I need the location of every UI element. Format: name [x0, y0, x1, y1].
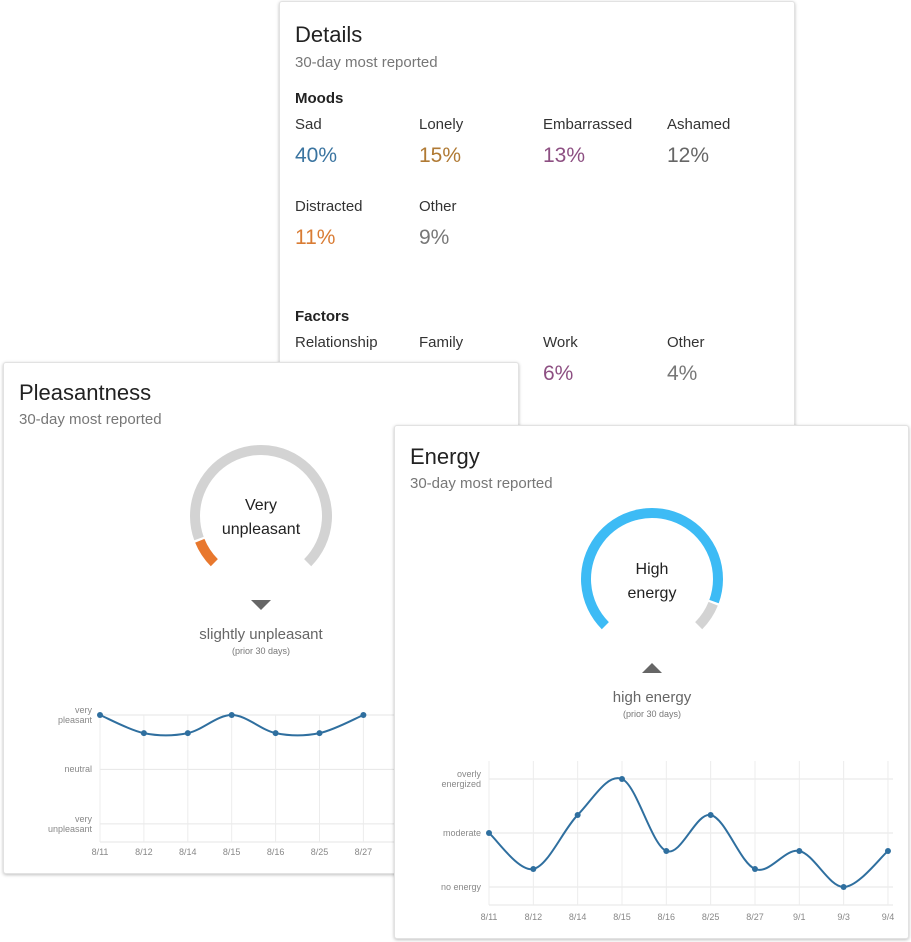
data-point [663, 848, 670, 854]
section-heading: Moods [295, 90, 344, 107]
data-point [751, 866, 758, 872]
x-tick-label: 8/12 [135, 847, 153, 857]
item-label: Ashamed [667, 116, 731, 133]
x-tick-label: 9/4 [881, 912, 895, 922]
gauge-arc [195, 538, 219, 567]
gauge-arc [581, 508, 723, 630]
data-point [228, 712, 235, 718]
card-subtitle: 30-day most reported [295, 54, 438, 71]
x-tick-label: 8/11 [480, 912, 498, 922]
item-value: 12% [667, 144, 710, 167]
item-value: 6% [543, 362, 574, 385]
item-label: Work [543, 334, 578, 351]
x-tick-label: 8/27 [354, 847, 373, 857]
data-point [140, 730, 147, 737]
prior-note: (prior 30 days) [622, 709, 682, 719]
data-point [796, 848, 803, 854]
card-subtitle: 30-day most reported [410, 475, 553, 492]
gauge-layer [97, 445, 518, 843]
gauge-label: Very [244, 497, 277, 514]
x-tick-label: 8/25 [701, 912, 720, 922]
line-series [488, 777, 889, 889]
x-tick-label: 8/15 [222, 847, 241, 857]
item-label: Embarrassed [543, 116, 633, 133]
energy-card: Energy 30-day most reported High energy … [394, 425, 909, 939]
y-tick-label: neutral [64, 764, 92, 775]
item-label: Relationship [295, 334, 378, 351]
item-value: 40% [295, 144, 338, 167]
gauge-label: High [635, 561, 669, 578]
item-label: Distracted [295, 198, 363, 215]
gauge-arc [190, 445, 332, 567]
data-point [840, 884, 847, 890]
x-tick-label: 8/11 [91, 847, 109, 857]
gauge-label: energy [627, 585, 677, 602]
x-tick-label: 9/1 [793, 912, 806, 922]
prior-label: slightly unpleasant [199, 626, 323, 643]
card-title: Pleasantness [19, 380, 152, 405]
item-value: 4% [667, 362, 698, 385]
item-label: Family [419, 334, 464, 351]
section-heading: Factors [295, 308, 350, 325]
prior-label: high energy [612, 689, 692, 706]
x-tick-label: 8/12 [524, 912, 543, 922]
y-tick-label: very unpleasant [47, 813, 92, 834]
item-value: 9% [419, 226, 450, 249]
data-point [486, 830, 492, 836]
data-point [530, 866, 537, 872]
item-value: 13% [543, 144, 586, 167]
x-tick-label: 8/16 [657, 912, 676, 922]
y-tick-label: moderate [442, 828, 481, 838]
gauge-layer [486, 508, 893, 906]
data-point [316, 730, 323, 737]
gauge-label: unpleasant [221, 521, 301, 538]
data-point [884, 848, 891, 854]
item-label: Other [419, 198, 457, 215]
x-tick-label: 8/15 [613, 912, 631, 922]
prior-note: (prior 30 days) [231, 646, 291, 656]
y-tick-label: no energy [440, 882, 481, 892]
item-value: 15% [419, 144, 462, 167]
item-label: Other [667, 334, 705, 351]
item-value: 11% [295, 226, 336, 249]
trend-down-icon [251, 600, 271, 610]
item-label: Lonely [419, 116, 464, 133]
y-tick-label: very pleasant [57, 705, 92, 725]
x-tick-label: 8/14 [568, 912, 587, 922]
x-tick-label: 9/3 [837, 912, 850, 922]
data-point [184, 730, 191, 737]
x-tick-label: 8/16 [266, 847, 285, 857]
data-point [97, 712, 103, 718]
data-point [618, 776, 625, 782]
trend-up-icon [642, 663, 662, 673]
data-point [360, 712, 367, 718]
x-tick-label: 8/25 [310, 847, 329, 857]
y-tick-label: overly energized [441, 769, 481, 789]
data-point [272, 730, 279, 737]
card-title: Details [295, 22, 363, 47]
item-label: Sad [295, 116, 322, 133]
x-tick-label: 8/14 [179, 847, 197, 857]
card-subtitle: 30-day most reported [19, 411, 162, 428]
x-tick-label: 8/27 [746, 912, 764, 922]
card-title: Energy [410, 444, 480, 469]
data-point [574, 812, 581, 818]
gauge-arc [694, 601, 718, 630]
data-point [707, 812, 714, 818]
